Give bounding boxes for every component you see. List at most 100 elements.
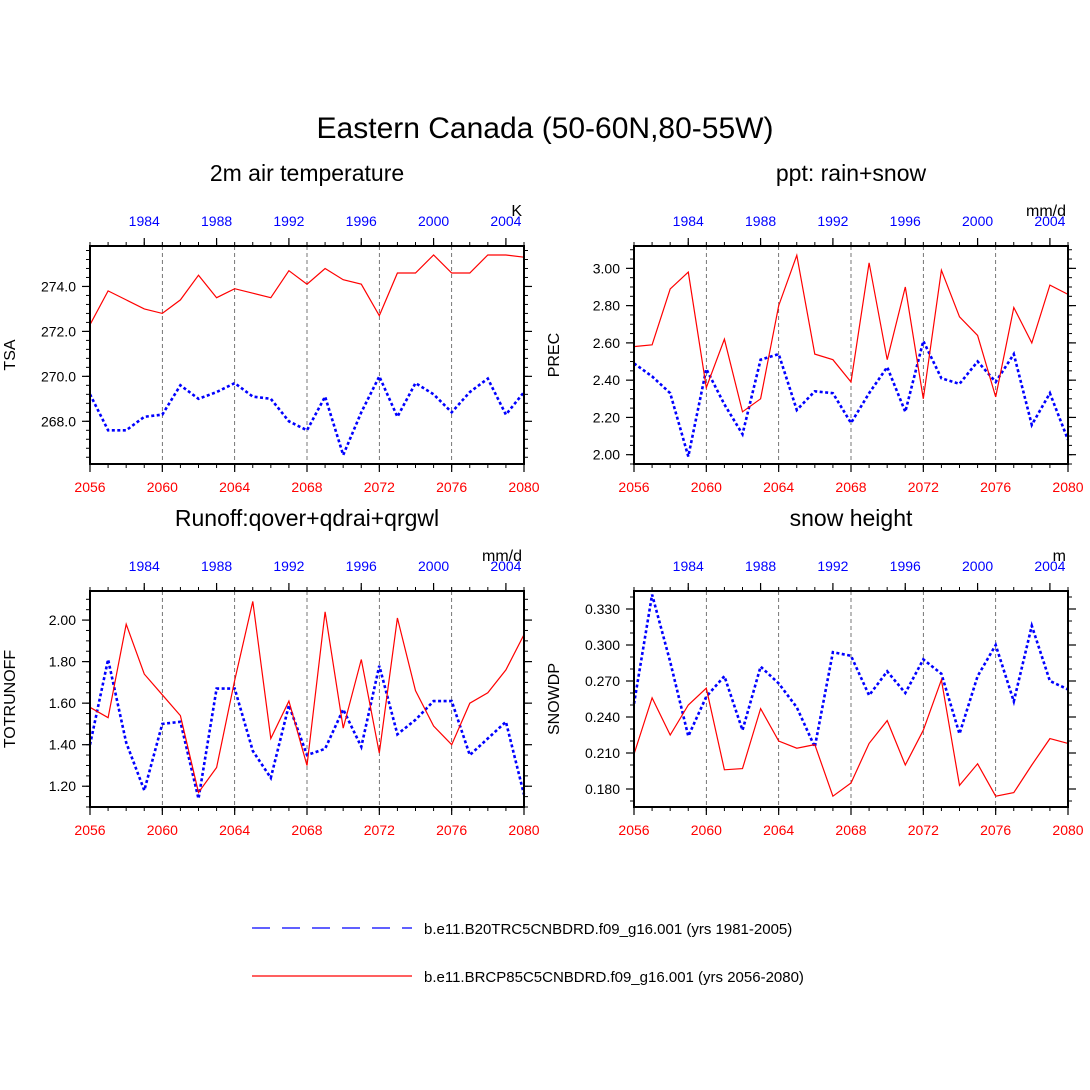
- x-top-tick-label: 1992: [273, 213, 304, 229]
- plot-frame: [633, 590, 1069, 808]
- series-line-historical: [632, 594, 1069, 752]
- x-top-tick-label: 1992: [817, 558, 848, 574]
- y-tick-label: 272.0: [41, 323, 76, 339]
- chart-panels: 2m air temperature K TSA 268.0 270.0 272.0 274…: [2, 160, 1084, 838]
- figure-title: Eastern Canada (50-60N,80-55W): [317, 112, 774, 145]
- y-axis-label: TOTRUNOFF: [2, 650, 19, 749]
- x-bottom-tick-label: 2064: [763, 822, 794, 838]
- units-label: mm/d: [482, 548, 522, 565]
- x-top-tick-label: 1992: [817, 213, 848, 229]
- x-top-tick-label: 1996: [346, 558, 377, 574]
- x-bottom-tick-label: 2064: [763, 479, 794, 495]
- y-tick-label: 2.00: [49, 612, 76, 628]
- x-bottom-tick-label: 2076: [980, 479, 1011, 495]
- y-tick-label: 2.00: [593, 447, 620, 463]
- x-bottom-tick-label: 2080: [1052, 822, 1083, 838]
- y-axis-label: TSA: [2, 339, 19, 370]
- y-tick-label: 1.60: [49, 695, 76, 711]
- x-bottom-tick-label: 2056: [618, 479, 649, 495]
- y-tick-label: 1.20: [49, 778, 76, 794]
- x-bottom-tick-label: 2060: [147, 479, 178, 495]
- x-bottom-tick-label: 2076: [980, 822, 1011, 838]
- series-line-historical: [88, 373, 526, 459]
- x-bottom-tick-label: 2068: [835, 479, 866, 495]
- x-bottom-tick-label: 2076: [436, 822, 467, 838]
- x-bottom-tick-label: 2068: [291, 479, 322, 495]
- x-top-tick-label: 2004: [1034, 558, 1065, 574]
- y-tick-label: 0.180: [585, 781, 620, 797]
- x-top-tick-label: 2004: [490, 558, 521, 574]
- x-bottom-tick-label: 2060: [147, 822, 178, 838]
- y-tick-label: 0.300: [585, 637, 620, 653]
- y-axis-label: PREC: [546, 333, 563, 377]
- x-bottom-tick-label: 2060: [691, 479, 722, 495]
- x-bottom-tick-label: 2064: [219, 479, 250, 495]
- plot-frame: [89, 590, 525, 808]
- x-top-tick-label: 1984: [129, 558, 160, 574]
- series-line-historical: [633, 337, 1070, 457]
- x-top-tick-label: 2000: [962, 213, 993, 229]
- y-tick-label: 270.0: [41, 368, 76, 384]
- x-bottom-tick-label: 2060: [691, 822, 722, 838]
- x-top-tick-label: 1988: [745, 558, 776, 574]
- chart-panel: snow height m SNOWDP 0.180 0.210 0.240 0.270 0.…: [546, 505, 1084, 838]
- series-line-future: [89, 254, 525, 325]
- y-tick-label: 2.80: [593, 298, 620, 314]
- y-tick-label: 2.40: [593, 372, 620, 388]
- x-bottom-tick-label: 2056: [74, 479, 105, 495]
- x-top-tick-label: 1992: [273, 558, 304, 574]
- x-bottom-tick-label: 2076: [436, 479, 467, 495]
- x-top-tick-label: 2000: [418, 558, 449, 574]
- y-tick-label: 0.210: [585, 745, 620, 761]
- series-line-historical: [88, 659, 526, 799]
- y-tick-label: 268.0: [41, 413, 76, 429]
- panel-title: ppt: rain+snow: [776, 160, 927, 186]
- plot-frame: [633, 245, 1069, 465]
- legend-label: b.e11.BRCP85C5CNBDRD.f09_g16.001 (yrs 20…: [424, 969, 804, 986]
- series-line-future: [633, 252, 1069, 413]
- units-label: mm/d: [1026, 203, 1066, 220]
- x-top-tick-label: 1984: [129, 213, 160, 229]
- x-bottom-tick-label: 2072: [908, 479, 939, 495]
- x-bottom-tick-label: 2080: [508, 822, 539, 838]
- y-tick-label: 0.330: [585, 601, 620, 617]
- panel-title: 2m air temperature: [210, 160, 404, 186]
- x-bottom-tick-label: 2068: [835, 822, 866, 838]
- legend-label: b.e11.B20TRC5CNBDRD.f09_g16.001 (yrs 198…: [424, 921, 792, 938]
- x-top-tick-label: 2000: [962, 558, 993, 574]
- y-tick-label: 0.270: [585, 673, 620, 689]
- x-top-tick-label: 2000: [418, 213, 449, 229]
- x-top-tick-label: 1996: [890, 213, 921, 229]
- x-bottom-tick-label: 2064: [219, 822, 250, 838]
- x-top-tick-label: 1996: [890, 558, 921, 574]
- x-bottom-tick-label: 2056: [618, 822, 649, 838]
- chart-panel: Runoff:qover+qdrai+qrgwl mm/d TOTRUNOFF 1.2…: [2, 505, 540, 838]
- y-tick-label: 274.0: [41, 278, 76, 294]
- y-tick-label: 1.80: [49, 654, 76, 670]
- series-line-future: [89, 601, 525, 794]
- series-line-future: [633, 677, 1069, 798]
- x-top-tick-label: 2004: [490, 213, 521, 229]
- x-top-tick-label: 1996: [346, 213, 377, 229]
- x-bottom-tick-label: 2080: [508, 479, 539, 495]
- x-bottom-tick-label: 2072: [364, 822, 395, 838]
- chart-panel: 2m air temperature K TSA 268.0 270.0 272.0 274…: [2, 160, 540, 495]
- x-top-tick-label: 1984: [673, 213, 704, 229]
- legend: b.e11.B20TRC5CNBDRD.f09_g16.001 (yrs 198…: [252, 921, 804, 986]
- y-tick-label: 2.60: [593, 335, 620, 351]
- y-tick-label: 0.240: [585, 709, 620, 725]
- plot-frame: [89, 245, 525, 465]
- x-top-tick-label: 1984: [673, 558, 704, 574]
- x-bottom-tick-label: 2068: [291, 822, 322, 838]
- x-bottom-tick-label: 2056: [74, 822, 105, 838]
- y-tick-label: 2.20: [593, 409, 620, 425]
- units-label: m: [1053, 548, 1066, 565]
- x-bottom-tick-label: 2072: [908, 822, 939, 838]
- x-top-tick-label: 1988: [201, 558, 232, 574]
- x-bottom-tick-label: 2080: [1052, 479, 1083, 495]
- x-top-tick-label: 2004: [1034, 213, 1065, 229]
- panel-title: Runoff:qover+qdrai+qrgwl: [175, 505, 439, 531]
- x-top-tick-label: 1988: [745, 213, 776, 229]
- y-tick-label: 1.40: [49, 737, 76, 753]
